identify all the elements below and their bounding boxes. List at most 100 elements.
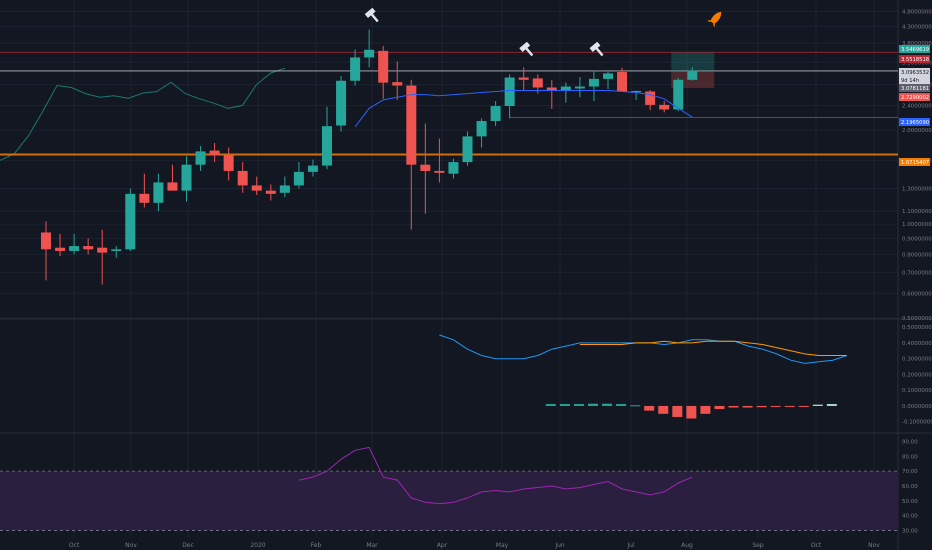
candle-body[interactable] (209, 150, 220, 156)
rsi-pane[interactable] (0, 446, 898, 531)
price-label-text: 2.1965090 (901, 120, 929, 126)
macd-tick-label: 0.4000000 (902, 341, 932, 347)
candle-body[interactable] (69, 246, 80, 251)
rsi-tick-label: 50.00 (902, 499, 918, 505)
candle-body[interactable] (546, 87, 557, 90)
hammer-handle (370, 13, 379, 23)
candle-body[interactable] (476, 120, 487, 137)
candle-body[interactable] (41, 232, 51, 250)
candle-body[interactable] (350, 57, 361, 81)
candle-body[interactable] (434, 170, 445, 173)
candle-body[interactable] (518, 77, 529, 80)
price-tick-label: 0.6000000 (902, 291, 932, 297)
hammer-icon (519, 41, 534, 57)
candle-body[interactable] (265, 190, 276, 194)
macd-histogram-bar (686, 405, 697, 419)
macd-tick-label: 0.2000000 (902, 372, 932, 378)
candle-body[interactable] (462, 136, 473, 163)
month-label: Nov (868, 542, 880, 549)
candle-body[interactable] (139, 193, 150, 203)
month-label: 2020 (250, 542, 265, 549)
candle-body[interactable] (336, 80, 347, 126)
rsi-tick-label: 70.00 (902, 469, 918, 475)
candle-body[interactable] (251, 185, 262, 191)
price-label-text: 3.0963532 (901, 70, 929, 76)
candle-body[interactable] (153, 182, 164, 203)
candle-body[interactable] (83, 246, 94, 250)
candle-body[interactable] (307, 165, 318, 172)
rocket-body (710, 11, 722, 24)
candle-body[interactable] (223, 155, 234, 171)
candle-body[interactable] (673, 79, 684, 110)
price-tick-label: 0.9000000 (902, 236, 932, 242)
price-label-badge (899, 45, 930, 53)
price-label-badge (899, 84, 930, 92)
macd-signal-line (579, 340, 847, 356)
candle-body[interactable] (659, 104, 670, 110)
macd-histogram-bar (812, 404, 823, 406)
macd-tick-label: -0.1000000 (902, 420, 932, 426)
candle-body[interactable] (293, 171, 304, 186)
candle-body[interactable] (687, 70, 698, 80)
candle-body[interactable] (55, 247, 66, 251)
candle-body[interactable] (322, 126, 332, 166)
candle-body[interactable] (111, 249, 122, 251)
candle-body[interactable] (532, 78, 543, 88)
macd-histogram-bar (784, 405, 795, 407)
candle-body[interactable] (504, 77, 515, 107)
rsi-tick-label: 80.00 (902, 454, 918, 460)
macd-histogram-bar (630, 405, 641, 407)
month-label: Nov (125, 542, 137, 549)
candle-body[interactable] (279, 185, 290, 193)
candle-body[interactable] (97, 247, 108, 253)
rsi-line (298, 446, 693, 505)
candle-body[interactable] (195, 151, 206, 165)
macd-tick-label: 0.0000000 (902, 404, 932, 410)
time-axis[interactable]: Oct Nov Dec 2020 Feb Mar Apr May Jun Jul Aug Sep Oct… (69, 542, 880, 549)
macd-histogram-bar (700, 405, 711, 414)
price-label-text: 3.5469619 (901, 47, 929, 53)
candle-body[interactable] (603, 73, 613, 79)
candle-body[interactable] (125, 193, 136, 250)
macd-histogram-bar (573, 404, 584, 406)
candle-body[interactable] (237, 170, 248, 186)
rocket-icon (707, 11, 722, 28)
candle-body[interactable] (364, 49, 375, 58)
price-tick-label: 4.8000000 (902, 10, 932, 16)
price-tick-label: 0.7000000 (902, 270, 932, 276)
moving-average-line (354, 90, 693, 128)
candle-body[interactable] (378, 50, 389, 83)
candle-body[interactable] (181, 164, 192, 191)
candle-body[interactable] (406, 85, 417, 165)
candle-body[interactable] (588, 78, 599, 87)
price-axis[interactable]: 4.80000004.30000003.80000003.30000002.80… (899, 10, 932, 535)
candle-body[interactable] (574, 86, 585, 89)
price-label-text: 3.5518518 (901, 57, 929, 63)
position-target-zone[interactable] (671, 52, 715, 72)
price-tick-label: 0.5000000 (902, 316, 932, 322)
candle-body[interactable] (631, 91, 642, 93)
price-tick-label: 2.0000000 (902, 128, 932, 134)
price-label-badge (899, 68, 930, 76)
candle-body[interactable] (167, 182, 178, 191)
candle-body[interactable] (560, 86, 571, 90)
month-label: Dec (182, 542, 194, 549)
candle-body[interactable] (420, 164, 431, 171)
lagging-line (0, 67, 286, 161)
price-tick-label: 2.4000000 (902, 103, 932, 109)
price-pane[interactable] (0, 7, 898, 285)
macd-histogram-bar (616, 404, 627, 406)
macd-pane[interactable] (439, 334, 848, 419)
candle-body[interactable] (490, 106, 501, 121)
candle-body[interactable] (392, 82, 403, 86)
price-label-text: 2.7290002 (901, 95, 929, 101)
macd-histogram-bar (588, 403, 598, 406)
hammer-head (364, 7, 376, 18)
month-label: Jul (626, 542, 635, 549)
candle-body[interactable] (448, 162, 459, 174)
rsi-tick-label: 40.00 (902, 514, 918, 520)
candle-body[interactable] (645, 91, 656, 105)
